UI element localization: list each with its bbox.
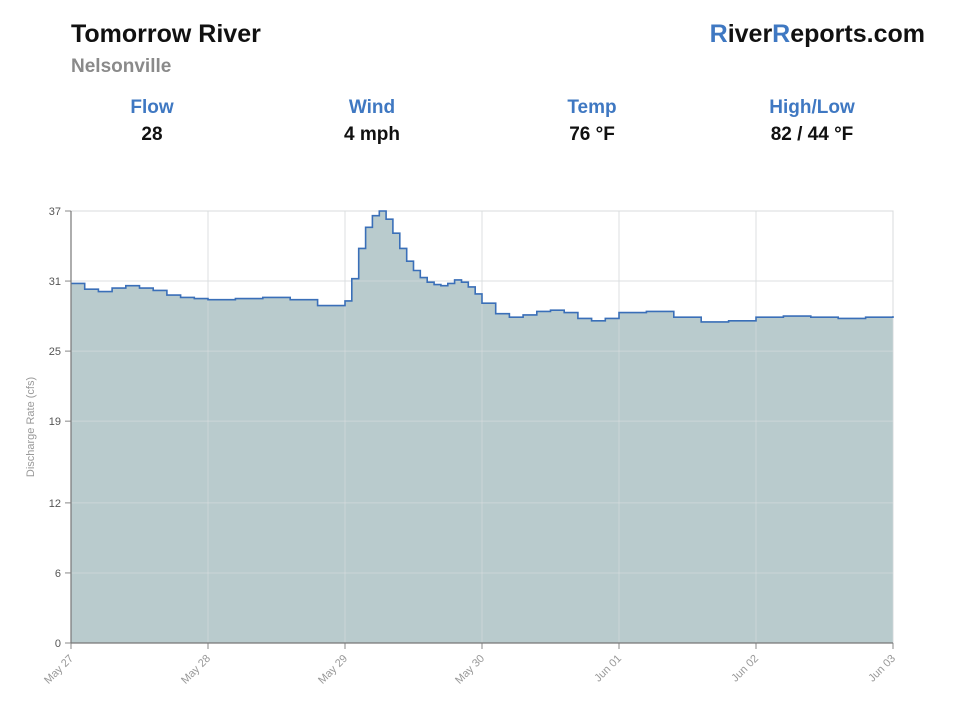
- x-tick-label: Jun 01: [592, 653, 624, 685]
- stat-flow-value: 28: [141, 124, 163, 145]
- brand-letter-r1: R: [709, 20, 728, 48]
- x-tick-label: Jun 03: [866, 653, 898, 685]
- stat-highlow-label: High/Low: [769, 97, 855, 118]
- discharge-line: [71, 210, 894, 323]
- stats-row: Flow 28 Wind 4 mph Temp 76 °F High/Low 8…: [42, 96, 922, 156]
- brand-text-rest: eports.com: [790, 20, 925, 48]
- stat-highlow: High/Low 82 / 44 °F: [702, 96, 922, 150]
- brand-logo[interactable]: RiverReports.com: [710, 20, 925, 49]
- x-tick-label: Jun 02: [729, 653, 761, 685]
- stat-wind-label: Wind: [348, 97, 396, 118]
- y-tick-label: 19: [49, 416, 61, 428]
- stat-temp-value: 76 °F: [569, 124, 615, 145]
- brand-text-iver: iver: [727, 20, 773, 48]
- stat-flow: Flow 28: [42, 96, 262, 150]
- stat-temp: Temp 76 °F: [482, 96, 702, 150]
- x-tick-label: May 29: [316, 653, 350, 687]
- y-tick-label: 6: [55, 568, 61, 580]
- y-tick-label: 12: [49, 498, 61, 510]
- stat-wind-value: 4 mph: [344, 124, 400, 145]
- y-tick-label: 31: [49, 276, 61, 288]
- y-tick-label: 25: [49, 346, 61, 358]
- brand-letter-r2: R: [772, 20, 791, 48]
- y-axis-label: Discharge Rate (cfs): [25, 377, 37, 477]
- stat-flow-label: Flow: [130, 97, 174, 118]
- river-title: Tomorrow River: [71, 20, 261, 48]
- location-subtitle: Nelsonville: [71, 56, 172, 77]
- stat-wind: Wind 4 mph: [262, 96, 482, 150]
- stat-temp-label: Temp: [567, 97, 617, 118]
- x-tick-label: May 27: [42, 653, 76, 687]
- y-tick-label: 0: [55, 638, 61, 650]
- x-tick-label: May 28: [179, 653, 213, 687]
- stat-highlow-value: 82 / 44 °F: [770, 124, 854, 145]
- x-tick-label: May 30: [453, 653, 487, 687]
- y-tick-label: 37: [49, 206, 61, 218]
- discharge-chart: 0 6 12 19 25 31 37 May 27 May 28 May 29 May 30 Jun …: [25, 206, 898, 687]
